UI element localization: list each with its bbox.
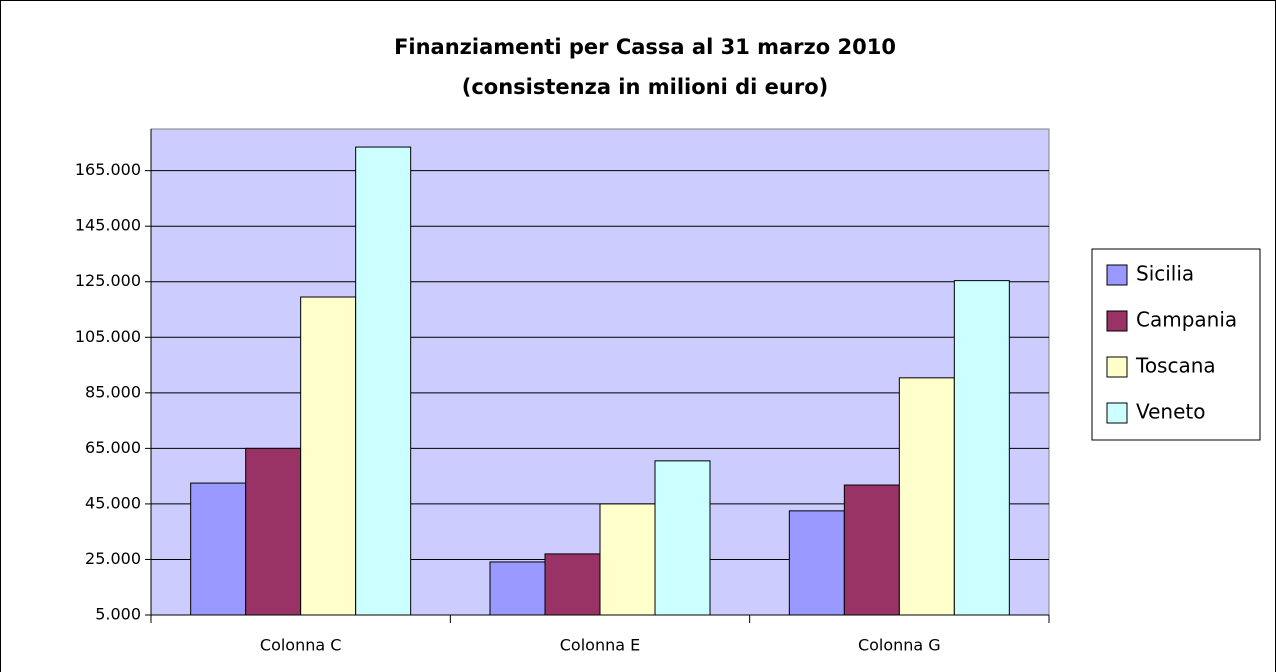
x-tick-label: Colonna G	[858, 636, 941, 655]
y-tick-label: 85.000	[85, 382, 141, 401]
bar	[953, 280, 1010, 616]
y-tick-label: 45.000	[85, 493, 141, 512]
chart-subtitle: (consistenza in milioni di euro)	[462, 75, 829, 99]
x-tick-label: Colonna E	[560, 636, 640, 655]
legend-swatch	[1106, 310, 1128, 332]
bar	[300, 296, 357, 616]
bar	[843, 484, 900, 616]
bar	[190, 482, 247, 616]
y-tick-label: 125.000	[75, 271, 141, 290]
legend-label: Campania	[1136, 308, 1237, 332]
legend-label: Veneto	[1136, 400, 1206, 424]
legend-label: Sicilia	[1136, 262, 1194, 286]
legend-swatch	[1106, 264, 1128, 286]
y-tick-label: 145.000	[75, 216, 141, 235]
y-tick-label: 65.000	[85, 438, 141, 457]
bar	[788, 510, 845, 616]
bar	[898, 377, 955, 616]
bar	[355, 146, 412, 616]
bar	[489, 561, 546, 616]
legend-swatch	[1106, 402, 1128, 424]
bar	[245, 447, 302, 616]
legend-label: Toscana	[1135, 354, 1216, 378]
bar	[544, 553, 601, 616]
x-tick-label: Colonna C	[260, 636, 342, 655]
y-tick-label: 25.000	[85, 549, 141, 568]
bar	[654, 460, 711, 616]
y-tick-label: 105.000	[75, 327, 141, 346]
y-tick-label: 5.000	[95, 605, 141, 624]
chart-title: Finanziamenti per Cassa al 31 marzo 2010	[394, 35, 896, 59]
legend-swatch	[1106, 356, 1128, 378]
y-tick-label: 165.000	[75, 160, 141, 179]
bar	[599, 503, 656, 616]
